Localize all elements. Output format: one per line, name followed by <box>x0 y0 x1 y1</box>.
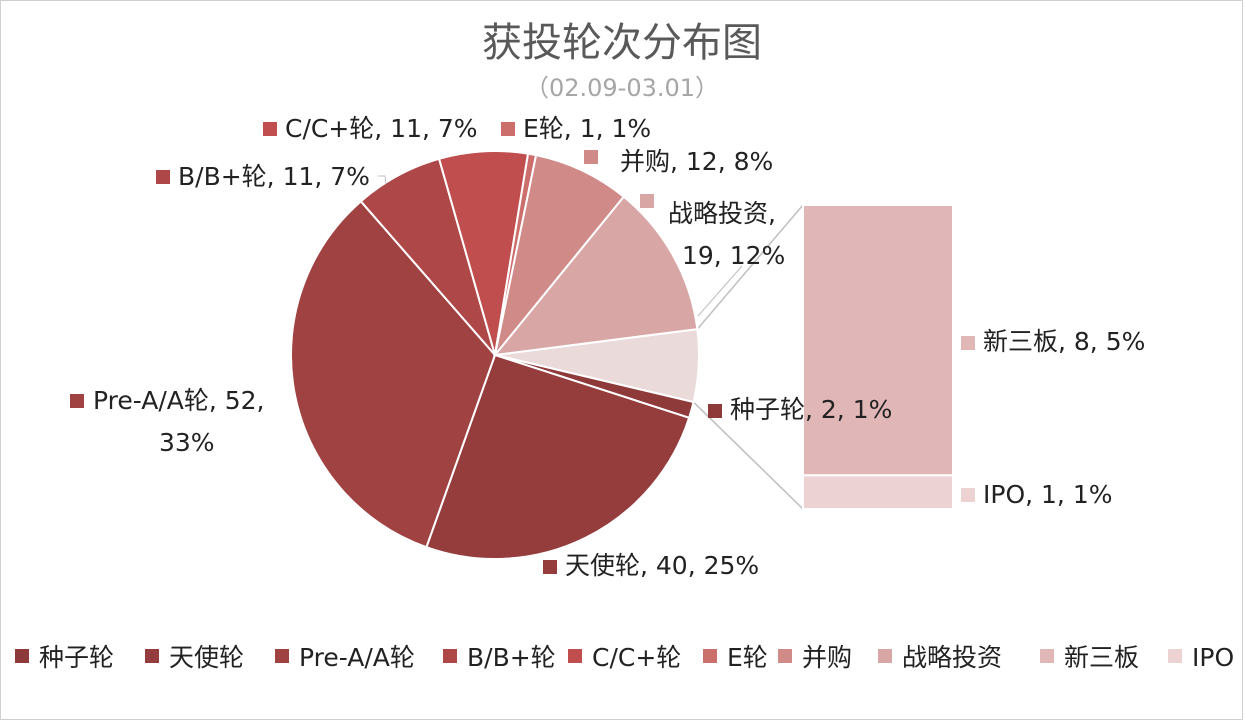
legend-swatch-7 <box>878 649 892 663</box>
data-label-8: 新三板, 8, 5% <box>983 327 1145 356</box>
legend-swatch-3 <box>443 649 457 663</box>
legend-label-9: IPO <box>1192 643 1234 672</box>
chart-subtitle: （02.09-03.01） <box>525 74 719 102</box>
data-label-5: E轮, 1, 1% <box>523 114 651 143</box>
bar-segment-9 <box>802 474 954 510</box>
legend-swatch-1 <box>145 649 159 663</box>
data-label-marker-8 <box>961 336 975 350</box>
data-label-marker-6 <box>584 150 598 164</box>
secondary-stacked-bar <box>802 204 954 510</box>
legend-label-3: B/B+轮 <box>467 643 556 672</box>
legend-label-6: 并购 <box>802 643 852 672</box>
data-label-marker-5 <box>501 122 515 136</box>
data-label-marker-3 <box>156 170 170 184</box>
data-label-marker-9 <box>961 488 975 502</box>
legend-swatch-8 <box>1040 649 1054 663</box>
bar-segment-8 <box>802 204 954 477</box>
legend-swatch-0 <box>15 649 29 663</box>
legend-label-1: 天使轮 <box>169 643 244 672</box>
pie-bar-connectors <box>692 204 804 510</box>
legend-label-4: C/C+轮 <box>592 643 681 672</box>
leader-line-strategic <box>697 265 743 317</box>
legend-swatch-5 <box>703 649 717 663</box>
pie-slice-6 <box>494 153 626 356</box>
pie-slice-2 <box>290 199 497 549</box>
data-label-3: B/B+轮, 11, 7% <box>178 162 370 191</box>
pie-slice-7 <box>492 195 699 357</box>
data-label-marker-4 <box>263 122 277 136</box>
connector-line-top <box>696 204 804 330</box>
pie-slices <box>290 150 700 561</box>
data-label-7: 战略投资, 19, 12% <box>668 199 785 270</box>
data-label-9: IPO, 1, 1% <box>983 480 1112 509</box>
data-labels: 种子轮, 2, 1% 天使轮, 40, 25% Pre-A/A轮, 52, 33% B/… <box>70 114 1145 580</box>
pie-slice-1 <box>425 353 691 561</box>
legend: 种子轮 天使轮 Pre-A/A轮 B/B+轮 C/C+轮 E轮 并购 战略投资 新三板 IPO <box>15 643 1234 672</box>
legend-label-8: 新三板 <box>1064 643 1139 672</box>
data-label-marker-1 <box>543 560 557 574</box>
legend-label-0: 种子轮 <box>39 643 114 672</box>
legend-label-7: 战略投资 <box>902 643 1002 672</box>
legend-swatch-6 <box>778 649 792 663</box>
legend-label-5: E轮 <box>727 643 768 672</box>
legend-swatch-2 <box>275 649 289 663</box>
data-label-2: Pre-A/A轮, 52, 33% <box>93 386 265 457</box>
data-label-1: 天使轮, 40, 25% <box>565 551 759 580</box>
connector-line-bottom <box>692 401 804 510</box>
data-label-6: 并购, 12, 8% <box>620 147 773 176</box>
legend-swatch-9 <box>1168 649 1182 663</box>
leader-line-b <box>378 175 387 185</box>
legend-label-2: Pre-A/A轮 <box>299 643 415 672</box>
data-label-marker-7 <box>640 194 654 208</box>
data-label-marker-2 <box>70 394 84 408</box>
legend-swatch-4 <box>568 649 582 663</box>
chart-title: 获投轮次分布图 <box>482 20 762 66</box>
data-label-0: 种子轮, 2, 1% <box>730 395 892 424</box>
data-label-marker-0 <box>708 404 722 418</box>
data-label-4: C/C+轮, 11, 7% <box>285 114 478 143</box>
